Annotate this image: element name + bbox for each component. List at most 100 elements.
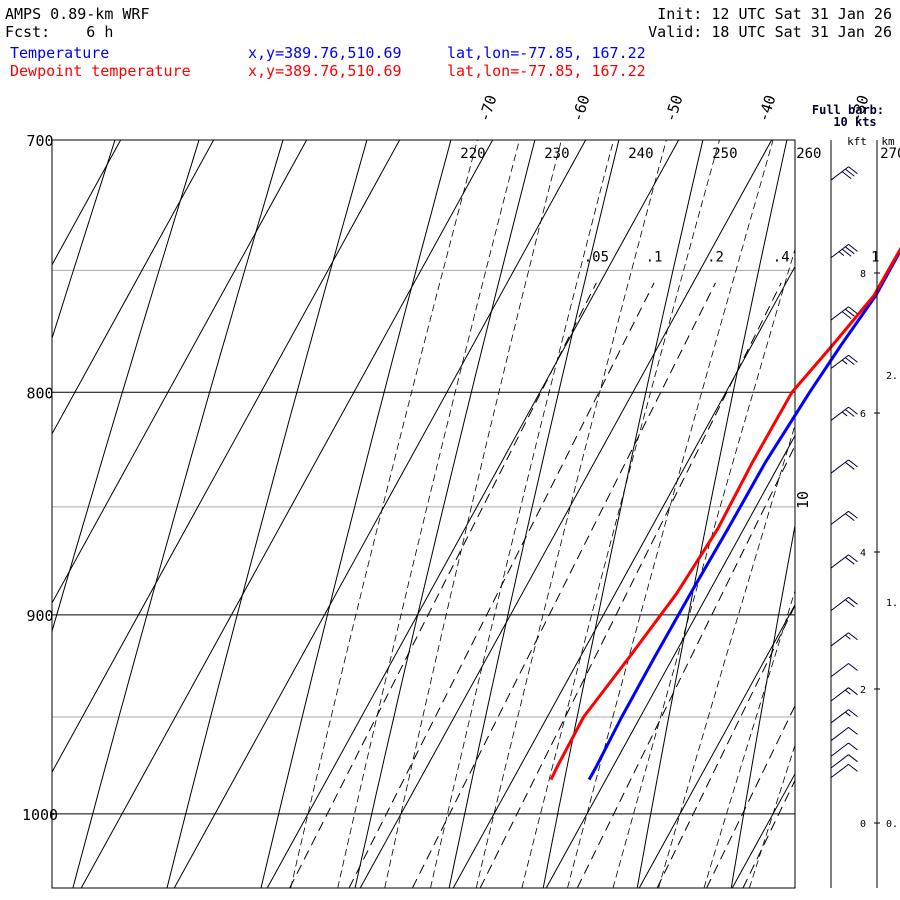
wind-barb-flag	[841, 171, 852, 179]
theta-label: 240	[628, 146, 653, 162]
theta-label: 220	[460, 146, 485, 162]
wind-barb-flag	[848, 166, 858, 175]
isotherm-line	[0, 140, 28, 888]
wind-barb	[830, 663, 858, 678]
wind-barb	[830, 166, 858, 181]
legend-temperature-latlon: lat,lon=-77.85, 167.22	[447, 44, 646, 62]
wind-barb-flag	[848, 763, 858, 772]
init-time: Init: 12 UTC Sat 31 Jan 26	[657, 5, 892, 23]
model-title: AMPS 0.89-km WRF	[5, 5, 150, 23]
wind-barb-flag	[841, 248, 852, 257]
theta-label: 230	[544, 146, 569, 162]
isotherm-line	[52, 140, 215, 435]
km-tick-label: 1.	[886, 598, 898, 609]
wind-barb-flag	[848, 510, 858, 519]
isotherm-line	[638, 603, 795, 888]
dry-adiabat-line	[52, 140, 200, 633]
wind-barb	[830, 742, 858, 757]
isotherm-label: -50	[661, 93, 686, 124]
mixing-ratio-line	[656, 604, 795, 888]
wind-barb-flag	[845, 168, 855, 177]
moist-adiabat-line	[703, 589, 795, 888]
legend-temperature-xy: x,y=389.76,510.69	[248, 44, 402, 62]
fcst-label: Fcst:	[5, 23, 51, 41]
isotherm-line	[266, 140, 680, 888]
isotherm-line	[52, 140, 308, 605]
moist-adiabat-line	[384, 140, 562, 888]
dry-adiabat-line	[730, 523, 795, 888]
valid-time: Valid: 18 UTC Sat 31 Jan 26	[648, 23, 892, 41]
km-axis-label: km	[881, 135, 895, 148]
wind-barb-staff	[830, 166, 849, 181]
wind-barb-staff	[830, 306, 849, 321]
wind-barb-flag	[848, 554, 858, 563]
wind-barb	[830, 554, 858, 569]
temperature-line	[587, 248, 900, 781]
wind-barb-flag	[848, 709, 858, 718]
dry-adiabat-line	[72, 140, 284, 888]
wind-barb-staff	[830, 510, 849, 525]
mixing-ratio-label: .4	[773, 249, 790, 265]
mixing-ratio-line	[289, 282, 597, 888]
isotherm-label: -60	[568, 93, 593, 124]
theta-label: 270	[880, 146, 900, 162]
wind-barb	[830, 726, 858, 742]
mixing-ratio-line	[796, 283, 900, 888]
legend-dewpoint-label: Dewpoint temperature	[10, 62, 191, 80]
moist-adiabat-line	[658, 423, 795, 888]
kft-tick-label: 2	[860, 685, 866, 696]
wind-barb-staff	[830, 763, 849, 779]
isotherm-line	[52, 140, 401, 774]
isotherm-line	[545, 434, 795, 888]
wind-barb-half-flag	[841, 359, 848, 365]
wind-barb-staff	[830, 726, 849, 742]
wind-barb	[830, 406, 858, 421]
wind-barb-flag	[845, 308, 855, 317]
moist-adiabat-line	[521, 140, 720, 888]
wind-barb-half-flag	[845, 634, 851, 640]
kft-tick-label: 4	[860, 548, 866, 559]
theta-label: 250	[712, 146, 737, 162]
kft-tick-label: 0	[860, 819, 866, 830]
wind-barb-flag	[848, 687, 858, 696]
wind-barb-staff	[830, 632, 849, 647]
isotherm-line	[173, 140, 587, 888]
wind-barb-staff	[830, 406, 849, 421]
wind-barb	[830, 510, 858, 525]
dry-adiabat-line	[260, 140, 452, 888]
pressure-tick-label: 700	[26, 132, 53, 150]
wind-barb	[830, 596, 858, 612]
legend-temperature-label: Temperature	[10, 44, 110, 62]
wind-barb-flag	[848, 406, 858, 415]
wind-barb-staff	[830, 754, 849, 769]
wind-barb-half-flag	[845, 689, 851, 695]
theta-label: 260	[796, 146, 821, 162]
wind-barb-staff	[830, 663, 849, 678]
mixing-ratio-line	[411, 282, 716, 888]
wind-barb	[830, 459, 858, 474]
isotherm-label: -70	[475, 93, 500, 124]
wind-barb	[830, 632, 858, 647]
mixing-ratio-line	[479, 282, 782, 888]
wind-barb-flag	[848, 306, 858, 315]
wind-barb-half-flag	[845, 711, 851, 717]
km-tick-label: 0.	[886, 819, 898, 830]
dry-adiabat-line	[825, 140, 900, 888]
mixing-ratio-line	[348, 282, 655, 888]
wind-barb-flag	[848, 354, 858, 363]
pressure-tick-label: 800	[26, 384, 53, 402]
wind-barb	[830, 709, 858, 724]
kft-tick-label: 6	[860, 409, 866, 420]
mixing-ratio-line	[706, 704, 795, 888]
isotherm-label: -40	[754, 93, 779, 124]
plot-frame	[51, 139, 796, 889]
wind-barb-staff	[830, 596, 849, 612]
mixing-ratio-line	[576, 444, 795, 888]
wind-panel-title: Full barb:	[812, 103, 884, 117]
wind-barb-flag	[848, 726, 858, 735]
wind-barb-flag	[848, 244, 858, 252]
wind-panel-subtitle: 10 kts	[833, 115, 876, 129]
wind-barb	[830, 687, 858, 702]
